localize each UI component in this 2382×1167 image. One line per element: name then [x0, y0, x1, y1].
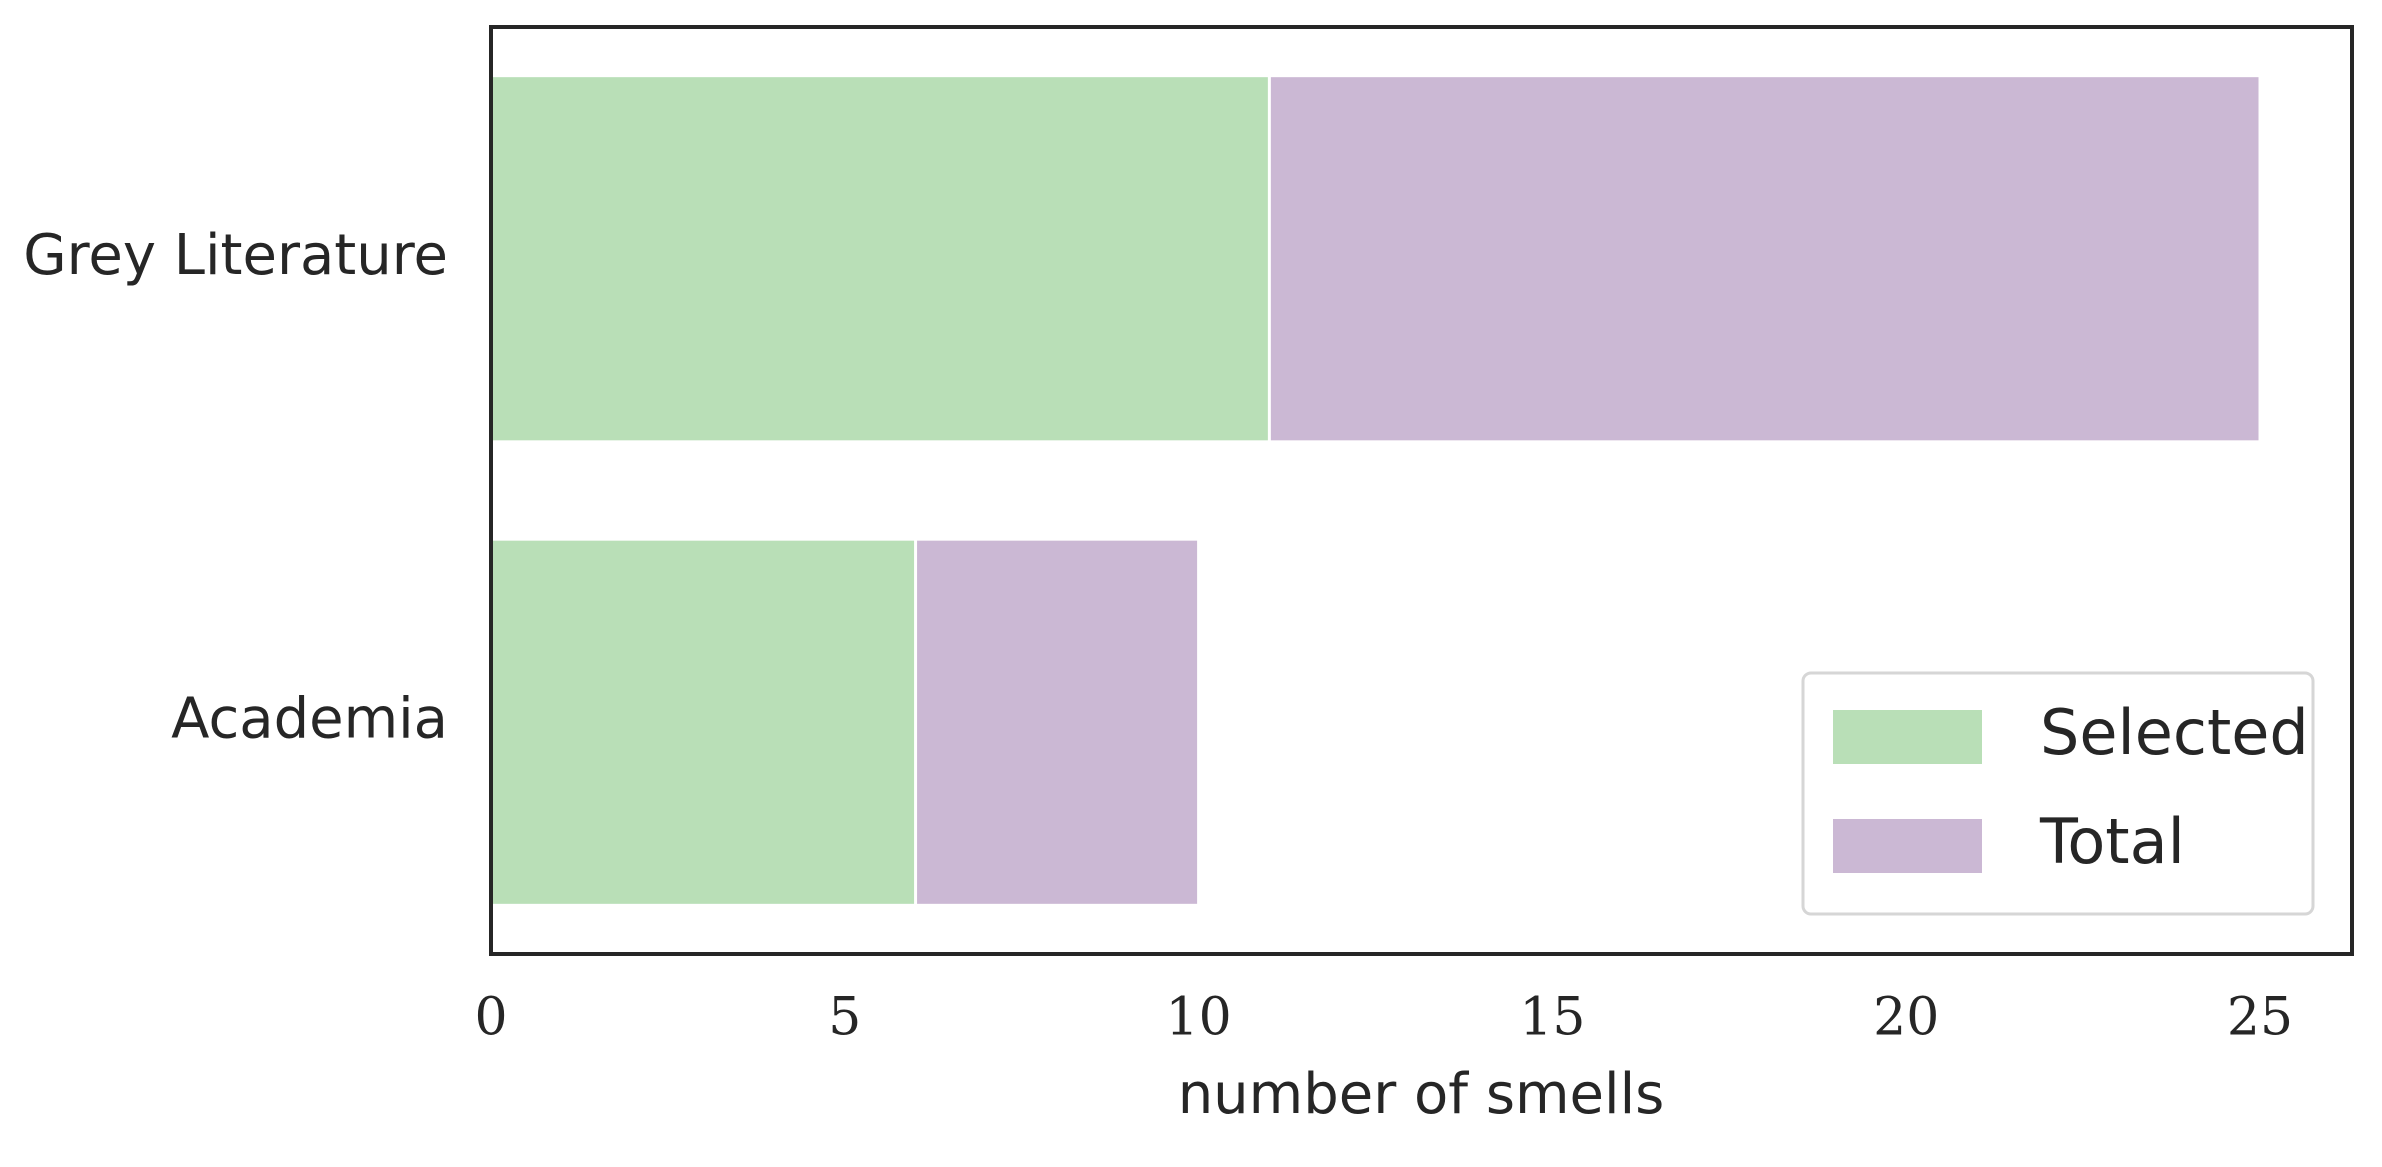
legend-label: Total — [2039, 805, 2185, 878]
x-tick-label: 25 — [2227, 988, 2293, 1048]
y-tick-label: Academia — [171, 686, 448, 751]
legend-swatch — [1833, 710, 1982, 764]
y-tick-label: Grey Literature — [23, 223, 448, 288]
x-axis-label: number of smells — [1178, 1062, 1665, 1127]
bar — [489, 537, 918, 907]
legend-label: Selected — [2040, 696, 2309, 769]
x-tick-label: 20 — [1873, 988, 1939, 1048]
x-tick-label: 10 — [1166, 988, 1232, 1048]
x-tick-label: 0 — [474, 988, 507, 1048]
x-tick-label: 5 — [828, 988, 861, 1048]
legend-swatch — [1833, 819, 1982, 873]
bar — [489, 74, 1271, 444]
x-tick-label: 15 — [1519, 988, 1585, 1048]
plot-frame — [489, 25, 2354, 956]
